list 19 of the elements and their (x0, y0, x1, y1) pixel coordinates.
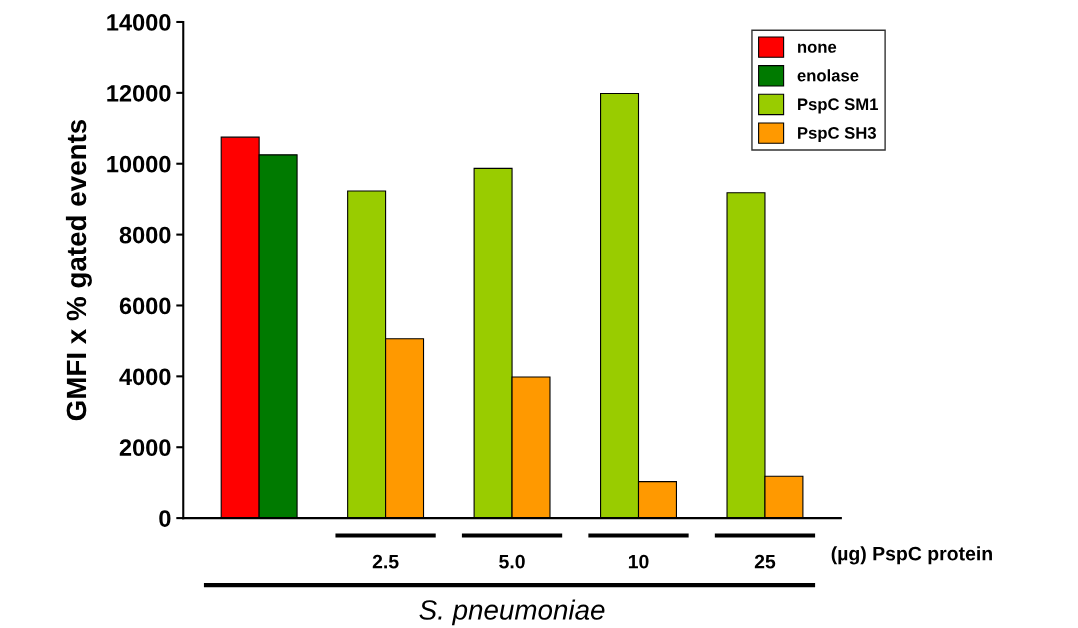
x-tick-label: 2.5 (372, 554, 399, 569)
legend-label: PspC SH3 (798, 127, 876, 143)
legend-label: none (798, 43, 837, 53)
x-tick-label: 10 (628, 554, 649, 569)
y-tick-label: 2000 (119, 439, 171, 457)
y-tick-label: 6000 (119, 297, 171, 315)
y-tick-label: 4000 (119, 368, 171, 386)
legend-label: enolase (797, 69, 859, 82)
text: S. pneumoniae (419, 599, 605, 626)
y-tick-label: 8000 (119, 226, 171, 244)
y-tick-label: 12000 (107, 84, 171, 102)
y-axis-title: GMFI x % gated events (65, 119, 92, 421)
y-tick-label: 0 (159, 510, 171, 527)
text: (µg) PspC protein (831, 546, 992, 565)
x-tick-label: 5.0 (499, 554, 525, 569)
x-tick-label: 25 (754, 554, 776, 569)
legend-label: PspC SM1 (798, 98, 878, 114)
y-tick-label: 10000 (107, 155, 171, 173)
y-tick-label: 14000 (107, 14, 171, 31)
